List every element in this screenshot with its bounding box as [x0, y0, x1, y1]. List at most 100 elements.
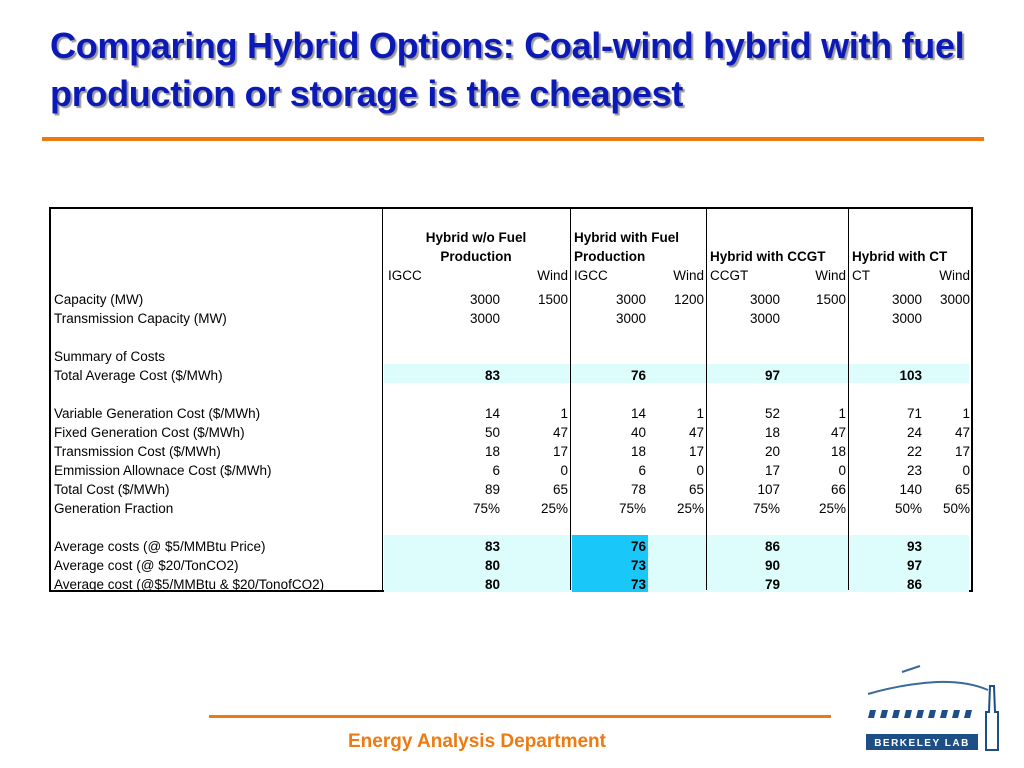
table-cell: 97: [764, 368, 780, 383]
table-cell: 1: [962, 406, 970, 421]
footer-divider: [209, 715, 831, 718]
table-cell: 103: [899, 368, 922, 383]
total-average-band: [384, 364, 969, 383]
table-cell: 83: [484, 539, 500, 554]
table-cell: 1: [838, 406, 846, 421]
table-cell: 47: [830, 425, 846, 440]
table-cell: 17: [764, 463, 780, 478]
column-divider: [570, 209, 571, 590]
table-cell: 78: [630, 482, 646, 497]
table-cell: 47: [552, 425, 568, 440]
table-cell: 1500: [537, 292, 568, 307]
table-cell: 18: [764, 425, 780, 440]
table-cell: 47: [954, 425, 970, 440]
table-cell: 79: [764, 577, 780, 592]
table-cell: 1200: [673, 292, 704, 307]
group-header: Production: [440, 249, 512, 264]
row-label: Variable Generation Cost ($/MWh): [54, 406, 261, 421]
table-cell: 75%: [472, 501, 500, 516]
table-cell: 23: [906, 463, 922, 478]
table-cell: 22: [906, 444, 922, 459]
table-cell: 73: [630, 558, 646, 573]
row-label: Transmission Cost ($/MWh): [54, 444, 221, 459]
table-cell: 14: [630, 406, 646, 421]
group-header: Hybrid w/o Fuel: [425, 230, 527, 245]
table-cell: 20: [764, 444, 780, 459]
row-label: Average cost (@$5/MMBtu & $20/TonofCO2): [54, 577, 325, 592]
table-cell: 71: [906, 406, 922, 421]
berkeley-lab-logo: BERKELEY LAB: [866, 665, 999, 751]
table-cell: 76: [630, 539, 646, 554]
table-cell: 17: [954, 444, 970, 459]
column-subheader: Wind: [673, 268, 704, 283]
column-subheader: Wind: [537, 268, 568, 283]
table-cell: 86: [764, 539, 780, 554]
table-cell: 3000: [615, 311, 646, 326]
table-cell: 0: [560, 463, 568, 478]
column-divider: [848, 209, 849, 590]
column-subheader: Wind: [815, 268, 846, 283]
slide-title: Comparing Hybrid Options: Coal-wind hybr…: [50, 25, 965, 114]
table-cell: 0: [838, 463, 846, 478]
table-cell: 80: [484, 577, 500, 592]
table-cell: 14: [484, 406, 500, 421]
cost-comparison-table: Hybrid w/o Fuel Production Hybrid with Fue…: [49, 207, 973, 592]
table-cell: 86: [906, 577, 922, 592]
table-cell: 80: [484, 558, 500, 573]
table-cell: 0: [962, 463, 970, 478]
row-label: Average costs (@ $5/MMBtu Price): [54, 539, 266, 554]
title-divider: [42, 137, 984, 141]
table-cell: 18: [830, 444, 846, 459]
table-cell: 66: [830, 482, 846, 497]
table-cell: 140: [899, 482, 922, 497]
column-subheader: CT: [852, 268, 870, 283]
table-cell: 76: [630, 368, 646, 383]
footer-department: Energy Analysis Department: [348, 731, 606, 752]
column-divider: [382, 209, 383, 590]
table-cell: 93: [906, 539, 922, 554]
table-cell: 65: [552, 482, 568, 497]
group-header: Production: [574, 249, 646, 264]
table-cell: 1: [696, 406, 704, 421]
table-cell: 65: [688, 482, 704, 497]
table-cell: 75%: [752, 501, 780, 516]
table-cell: 25%: [818, 501, 846, 516]
table-cell: 0: [696, 463, 704, 478]
group-header: Hybrid with CCGT: [710, 249, 826, 264]
table-cell: 50: [484, 425, 500, 440]
row-label: Total Cost ($/MWh): [54, 482, 170, 497]
table-cell: 6: [638, 463, 646, 478]
column-subheader: IGCC: [388, 268, 422, 283]
column-subheader: CCGT: [710, 268, 749, 283]
table-cell: 89: [484, 482, 500, 497]
row-label: Capacity (MW): [54, 292, 144, 307]
svg-text:BERKELEY LAB: BERKELEY LAB: [874, 738, 970, 749]
row-label: Fixed Generation Cost ($/MWh): [54, 425, 245, 440]
column-divider: [706, 209, 707, 590]
table-cell: 25%: [540, 501, 568, 516]
table-cell: 52: [764, 406, 780, 421]
row-label: Average cost (@ $20/TonCO2): [54, 558, 239, 573]
table-cell: 107: [757, 482, 780, 497]
table-cell: 25%: [676, 501, 704, 516]
table-cell: 90: [764, 558, 780, 573]
row-label: Emmission Allownace Cost ($/MWh): [54, 463, 272, 478]
average-costs-band: [384, 535, 969, 592]
table-cell: 3000: [749, 292, 780, 307]
table-cell: 24: [906, 425, 922, 440]
table-cell: 3000: [469, 311, 500, 326]
table-cell: 17: [552, 444, 568, 459]
table-cell: 40: [630, 425, 646, 440]
table-cell: 3000: [749, 311, 780, 326]
table-cell: 47: [688, 425, 704, 440]
group-header: Hybrid with Fuel: [574, 230, 680, 245]
table-cell: 18: [630, 444, 646, 459]
row-label: Total Average Cost ($/MWh): [54, 368, 223, 383]
table-cell: 3000: [469, 292, 500, 307]
table-cell: 18: [484, 444, 500, 459]
group-header: Hybrid with CT: [852, 249, 948, 264]
table-cell: 1500: [815, 292, 846, 307]
lowest-cost-highlight: [572, 535, 648, 592]
table-cell: 3000: [615, 292, 646, 307]
table-cell: 65: [954, 482, 970, 497]
